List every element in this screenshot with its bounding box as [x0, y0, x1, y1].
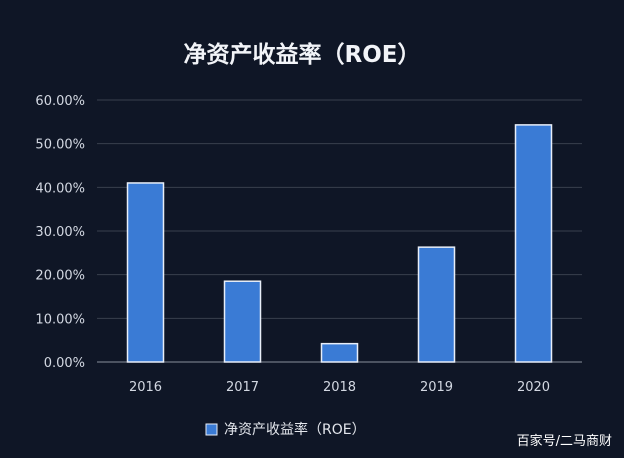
y-tick-label: 40.00% [35, 181, 85, 196]
y-tick-label: 60.00% [35, 94, 85, 109]
y-tick-label: 0.00% [44, 356, 85, 371]
bar-2016 [126, 182, 165, 363]
chart-title: 净资产收益率（ROE） [184, 41, 421, 68]
y-axis-ticks: 0.00% 10.00% 20.00% 30.00% 40.00% 50.00% 60.00… [35, 94, 85, 371]
legend-swatch [205, 423, 218, 436]
x-tick-label: 2020 [517, 380, 550, 395]
x-tick-label: 2018 [323, 380, 356, 395]
legend-label: 净资产收益率（ROE） [224, 421, 366, 438]
grid-lines [97, 99, 582, 363]
x-tick-label: 2019 [420, 380, 453, 395]
y-tick-label: 10.00% [35, 312, 85, 327]
watermark-text: 百家号/二马商财 [517, 433, 612, 449]
y-tick-label: 50.00% [35, 138, 85, 153]
legend: 净资产收益率（ROE） [205, 421, 366, 438]
bars [126, 124, 553, 363]
x-axis-ticks: 2016 2017 2018 2019 2020 [129, 380, 550, 395]
x-tick-label: 2017 [226, 380, 259, 395]
bar-2017 [223, 280, 262, 363]
bar-2018 [320, 342, 359, 363]
x-tick-label: 2016 [129, 380, 162, 395]
bar-2019 [417, 246, 456, 363]
y-tick-label: 30.00% [35, 225, 85, 240]
bar-2020 [514, 124, 553, 363]
y-tick-label: 20.00% [35, 269, 85, 284]
